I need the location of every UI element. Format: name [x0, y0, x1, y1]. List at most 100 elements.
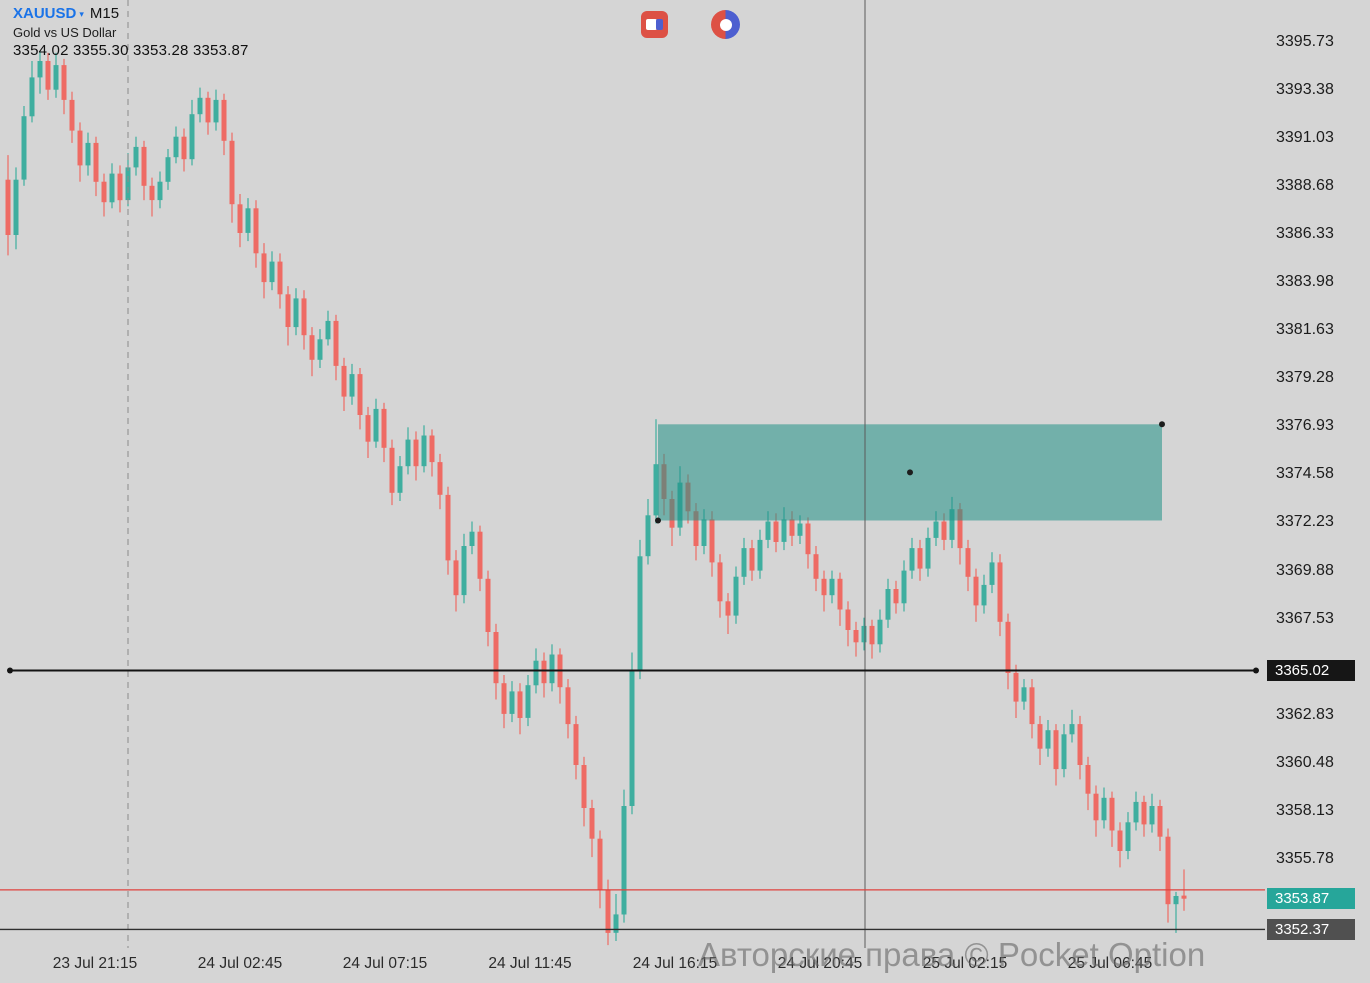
candle-body — [837, 578, 843, 610]
candle-body — [1085, 765, 1091, 794]
candle-body — [1173, 896, 1179, 905]
price-axis-label: 3360.48 — [1276, 753, 1334, 771]
candle-body — [733, 576, 739, 616]
candle-body — [981, 584, 987, 606]
candle-body — [325, 320, 331, 340]
candle-body — [797, 523, 803, 536]
candle-body — [245, 208, 251, 233]
candle-body — [645, 515, 651, 557]
candle-body — [1101, 797, 1107, 821]
candle-body — [165, 157, 171, 182]
candle-body — [493, 632, 499, 684]
price-axis[interactable]: 3395.73 3393.38 3391.03 3388.68 3386.33 3383.… — [1265, 0, 1370, 948]
candle-body — [189, 114, 195, 160]
candle-body — [293, 298, 299, 328]
candle-body — [693, 511, 699, 546]
candle-body — [485, 578, 491, 632]
candle-body — [453, 560, 459, 596]
chart-plot-area[interactable] — [0, 0, 1265, 948]
time-axis-label: 25 Jul 02:15 — [922, 955, 1008, 972]
candle-body — [477, 531, 483, 579]
candle-body — [989, 562, 995, 585]
line-endpoint-handle[interactable] — [7, 667, 13, 674]
price-axis-label: 3391.03 — [1276, 128, 1334, 146]
candle-body — [1061, 734, 1067, 770]
chart-header: XAUUSD ▾ M15 Gold vs US Dollar 3354.02 3… — [13, 5, 249, 59]
tile-blue-square — [656, 19, 663, 30]
price-axis-label: 3381.63 — [1276, 321, 1334, 338]
candle-body — [701, 519, 707, 546]
candle-body — [1165, 836, 1171, 905]
candle-body — [821, 578, 827, 596]
candle-body — [773, 521, 779, 542]
candle-body — [613, 914, 619, 933]
candle-body — [533, 660, 539, 686]
candle-body — [1053, 730, 1059, 770]
symbol-name[interactable]: XAUUSD — [13, 5, 77, 22]
candle-body — [437, 462, 443, 495]
candle-body — [765, 521, 771, 540]
time-axis-label: 25 Jul 06:45 — [1067, 955, 1153, 972]
candle-body — [1109, 797, 1115, 831]
candle-body — [813, 554, 819, 579]
candle-body — [933, 521, 939, 538]
candle-body — [925, 537, 931, 569]
candle-body — [5, 179, 11, 235]
donut-hole — [719, 18, 732, 31]
current-price-label: 3353.87 — [1267, 888, 1355, 910]
candle-body — [253, 208, 259, 254]
resize-handle[interactable] — [1159, 421, 1165, 428]
candle-body — [1037, 724, 1043, 749]
candle-body — [125, 167, 131, 201]
candle-body — [861, 625, 867, 643]
candle-body — [349, 374, 355, 397]
candle-body — [845, 609, 851, 630]
candle-body — [357, 374, 363, 415]
chevron-down-icon[interactable]: ▾ — [79, 9, 84, 19]
symbol-description: Gold vs US Dollar — [13, 25, 117, 40]
candlestick-chart — [0, 0, 1265, 948]
price-axis-label: 3386.33 — [1276, 224, 1334, 242]
time-axis[interactable]: 23 Jul 21:15 24 Jul 02:45 24 Jul 07:15 24 J… — [0, 948, 1370, 983]
price-line-label: 3365.02 — [1267, 660, 1355, 681]
candle-body — [461, 546, 467, 596]
price-axis-label: 3362.83 — [1276, 705, 1334, 723]
candle-body — [589, 808, 595, 839]
time-axis-label: 24 Jul 16:15 — [632, 955, 718, 972]
candle-body — [61, 65, 67, 100]
candle-body — [221, 99, 227, 141]
price-axis-label: 3358.13 — [1276, 802, 1334, 819]
candle-body — [77, 130, 83, 166]
candle-body — [133, 146, 139, 168]
candle-body — [29, 77, 35, 117]
candle-body — [69, 99, 75, 131]
time-axis-label: 24 Jul 11:45 — [488, 955, 572, 972]
candle-body — [829, 578, 835, 596]
candle-body — [205, 97, 211, 123]
candle-body — [501, 683, 507, 714]
candle-body — [365, 415, 371, 442]
candle-body — [37, 61, 43, 78]
price-axis-label: 3355.78 — [1276, 850, 1334, 868]
candle-body — [333, 320, 339, 366]
resize-handle[interactable] — [655, 517, 661, 524]
candle-body — [13, 179, 19, 235]
candle-body — [421, 435, 427, 467]
price-axis-label: 3379.28 — [1276, 369, 1334, 387]
squares-tile-icon[interactable] — [641, 11, 668, 38]
candle-body — [53, 65, 59, 90]
candle-body — [85, 142, 91, 166]
donut-ring-icon[interactable] — [711, 10, 740, 39]
time-axis-label: 24 Jul 07:15 — [342, 955, 428, 972]
candle-body — [869, 625, 875, 645]
candle-body — [741, 548, 747, 577]
candle-body — [621, 806, 627, 915]
candle-body — [973, 576, 979, 606]
line-endpoint-handle[interactable] — [1253, 667, 1259, 674]
candle-body — [389, 447, 395, 493]
candle-body — [109, 173, 115, 203]
resize-handle[interactable] — [907, 469, 913, 476]
timeframe-label[interactable]: M15 — [89, 5, 120, 22]
candles-layer — [5, 50, 1187, 946]
candle-body — [1005, 621, 1011, 673]
